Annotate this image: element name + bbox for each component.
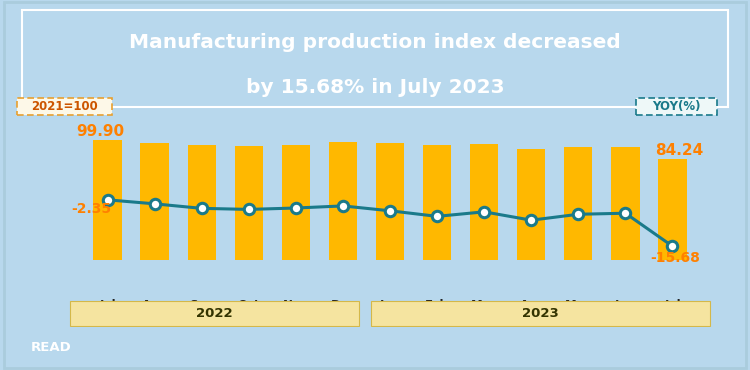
Bar bbox=[376, 144, 404, 260]
Text: -2.35: -2.35 bbox=[71, 202, 111, 216]
Bar bbox=[470, 144, 498, 260]
Text: 84.24: 84.24 bbox=[656, 143, 704, 158]
Text: -15.68: -15.68 bbox=[650, 251, 700, 265]
Bar bbox=[658, 159, 686, 260]
Text: 99.90: 99.90 bbox=[76, 124, 125, 139]
Bar bbox=[94, 140, 122, 260]
Bar bbox=[235, 146, 263, 260]
Text: READ: READ bbox=[30, 341, 71, 354]
Bar bbox=[16, 98, 112, 115]
Text: 2021=100: 2021=100 bbox=[31, 100, 98, 113]
Text: YOY(%): YOY(%) bbox=[652, 100, 701, 113]
Bar bbox=[423, 145, 451, 260]
Bar bbox=[140, 143, 169, 260]
Bar bbox=[328, 142, 357, 260]
Bar bbox=[611, 147, 640, 260]
Text: by 15.68% in July 2023: by 15.68% in July 2023 bbox=[246, 78, 504, 97]
Text: 2022: 2022 bbox=[196, 307, 232, 320]
Bar bbox=[564, 147, 592, 260]
Bar bbox=[282, 145, 310, 260]
Bar bbox=[371, 301, 710, 326]
Bar bbox=[188, 145, 216, 260]
Text: 2023: 2023 bbox=[522, 307, 559, 320]
Bar bbox=[517, 149, 545, 260]
Bar bbox=[70, 301, 359, 326]
Text: Manufacturing production index decreased: Manufacturing production index decreased bbox=[129, 33, 621, 52]
Bar bbox=[636, 98, 718, 115]
